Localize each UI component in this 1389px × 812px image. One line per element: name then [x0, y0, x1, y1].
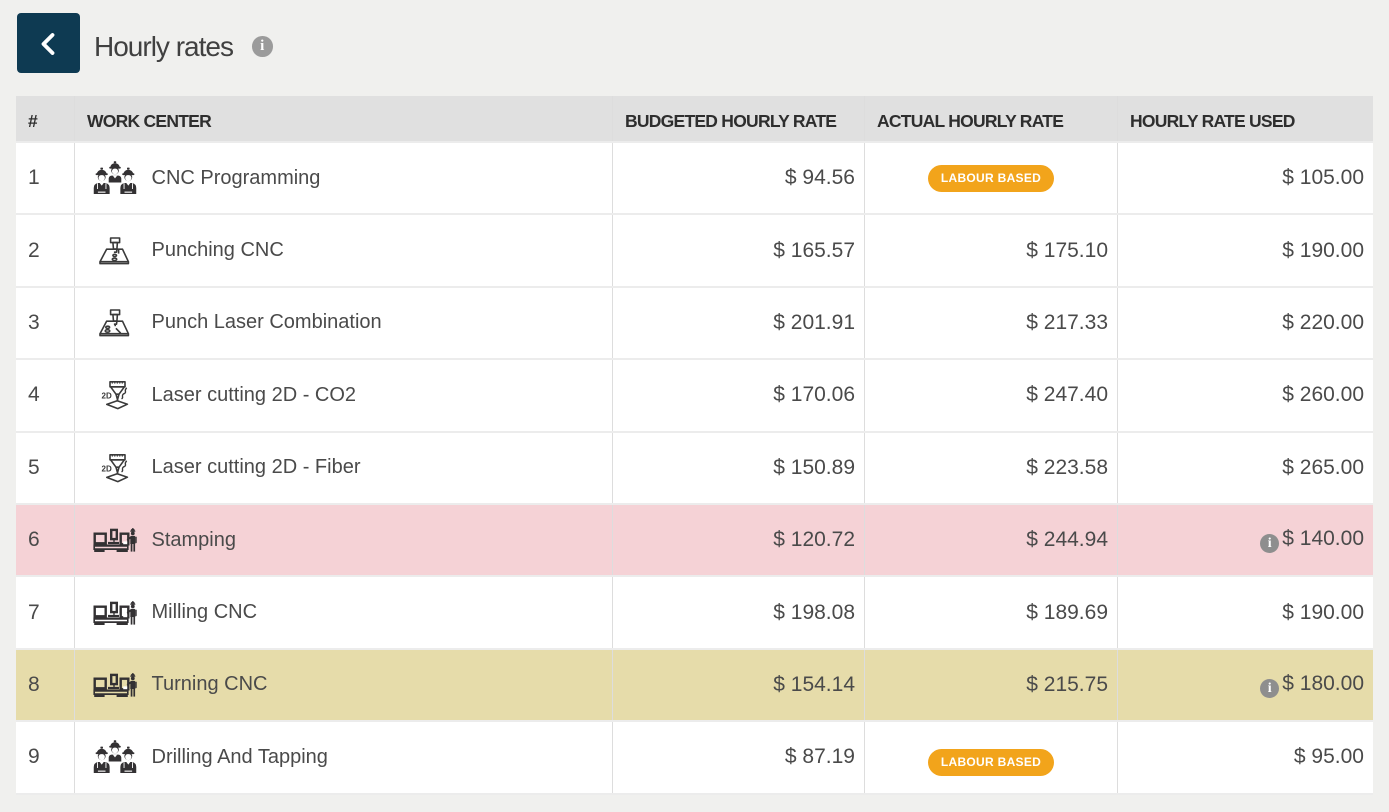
svg-text:2D: 2D: [101, 392, 111, 401]
svg-text:2D: 2D: [101, 464, 111, 473]
